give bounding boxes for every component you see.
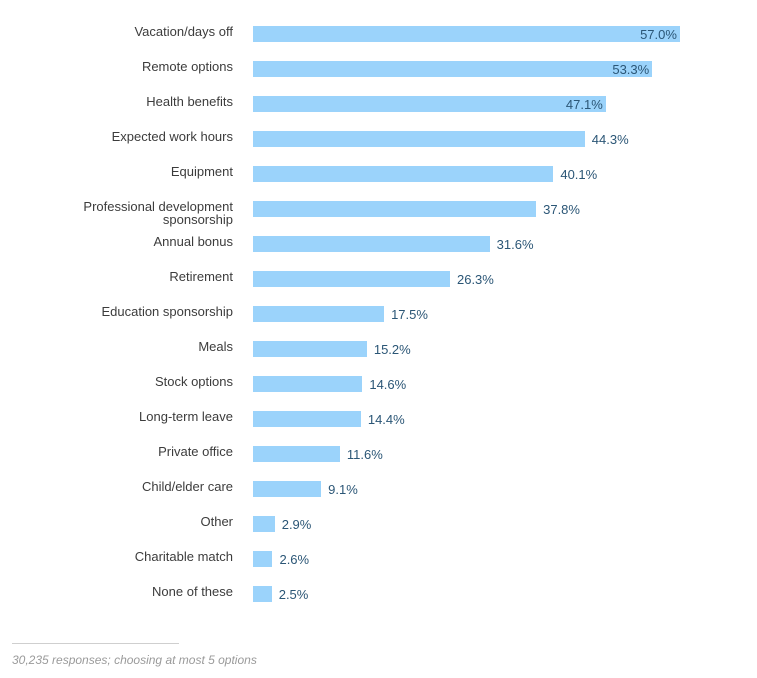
category-label-line: Charitable match [134, 549, 233, 564]
value-label: 9.1% [328, 482, 358, 497]
bar [253, 166, 554, 182]
category-label-line: Expected work hours [111, 129, 233, 144]
value-label: 26.3% [456, 272, 494, 287]
category-label: Retirement [169, 270, 233, 283]
bar [253, 551, 273, 567]
bar [253, 411, 361, 427]
category-label: Professional development sponsorship [83, 200, 233, 226]
bar [253, 271, 450, 287]
bar [253, 96, 606, 112]
value-label: 31.6% [496, 237, 534, 252]
bar [253, 131, 585, 147]
category-label-line: Retirement [169, 269, 233, 284]
bar [253, 446, 340, 462]
benefits-bar-chart: Vacation/days off 57.0% Remote options 53.3… [83, 25, 680, 602]
category-label: Expected work hours [112, 130, 233, 143]
category-label-line: Child/elder care [141, 479, 233, 494]
category-label-line: Meals [198, 339, 233, 354]
value-label: 57.0% [640, 27, 677, 42]
footer-divider [12, 643, 179, 644]
bar [253, 201, 537, 217]
category-label: Remote options [142, 60, 233, 73]
category-label: Child/elder care [142, 480, 233, 493]
category-label: None of these [152, 585, 233, 598]
category-label: Long-term leave [139, 410, 233, 423]
category-label: Annual bonus [153, 235, 233, 248]
category-label-line: Other [200, 514, 233, 529]
value-label: 17.5% [391, 307, 428, 322]
value-label: 14.6% [369, 377, 407, 392]
value-label: 2.6% [279, 552, 310, 567]
category-label: Health benefits [146, 95, 233, 108]
category-label-line: Equipment [170, 164, 233, 179]
value-label: 37.8% [543, 202, 580, 217]
category-label: Vacation/days off [134, 25, 233, 38]
category-label-line: Education sponsorship [101, 304, 233, 319]
bar [253, 516, 275, 532]
value-label: 40.1% [560, 167, 598, 182]
bar [253, 586, 272, 602]
bar [253, 61, 653, 77]
category-label: Equipment [171, 165, 233, 178]
category-label-line: Vacation/days off [134, 24, 233, 39]
value-label: 2.9% [281, 517, 312, 532]
category-label-line: Health benefits [146, 94, 233, 109]
value-label: 15.2% [373, 342, 411, 357]
bar [253, 376, 363, 392]
category-label-line: None of these [152, 584, 233, 599]
category-label-line: Private office [158, 444, 233, 459]
bar [253, 26, 680, 42]
value-label: 11.6% [346, 447, 383, 462]
value-label: 14.4% [367, 412, 405, 427]
bar [253, 306, 385, 322]
category-label-line: Annual bonus [153, 234, 233, 249]
bar [253, 481, 322, 497]
value-label: 44.3% [591, 132, 629, 147]
category-label: Education sponsorship [101, 305, 233, 318]
category-label: Private office [158, 445, 233, 458]
category-label-line: sponsorship [162, 212, 233, 227]
value-label: 2.5% [278, 587, 309, 602]
category-label-line: Long-term leave [139, 409, 233, 424]
value-label: 53.3% [612, 62, 650, 77]
responses-footnote: 30,235 responses; choosing at most 5 opt… [12, 653, 257, 667]
category-label: Other [200, 515, 233, 528]
category-label-line: Stock options [154, 374, 233, 389]
category-label: Charitable match [135, 550, 233, 563]
category-label: Stock options [155, 375, 233, 388]
category-label-line: Professional development [83, 199, 233, 214]
bar [253, 236, 490, 252]
bar [253, 341, 367, 357]
category-label-line: Remote options [141, 59, 233, 74]
category-label: Meals [198, 340, 233, 353]
value-label: 47.1% [565, 97, 603, 112]
